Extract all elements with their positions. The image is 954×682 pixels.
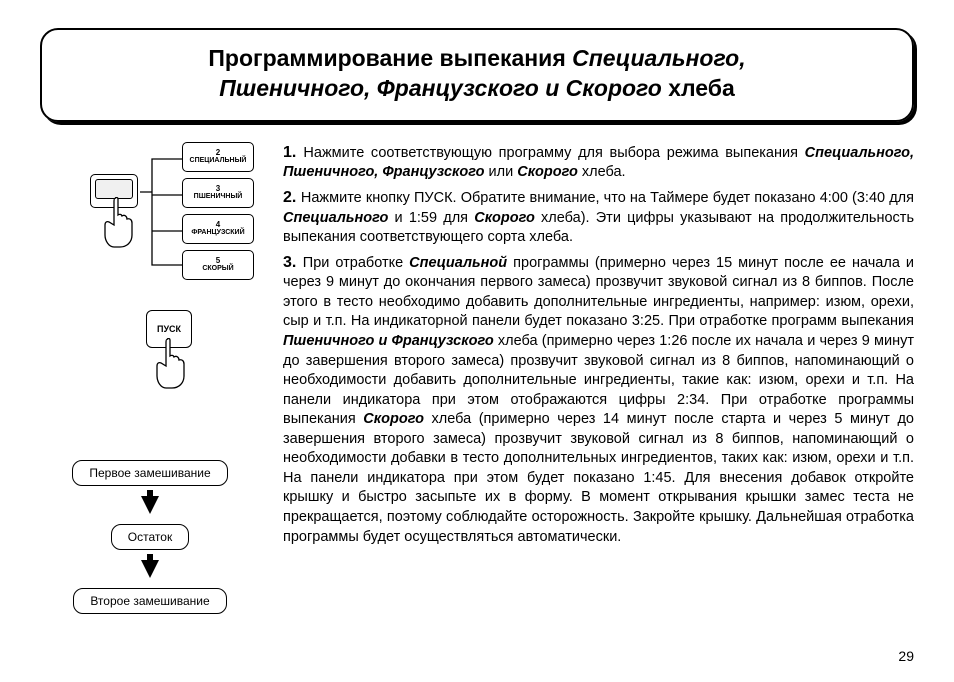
- arrow-down-icon: [141, 560, 159, 578]
- left-diagram-column: 2 СПЕЦИАЛЬНЫЙ 3 ПШЕНИЧНЫЙ 4 ФРАНЦУЗСКИЙ …: [40, 142, 255, 614]
- arrow-down-icon: [141, 496, 159, 514]
- bracket-lines: [140, 157, 182, 267]
- step-emphasis: Скорого: [474, 210, 535, 226]
- step-2: 2. Нажмите кнопку ПУСК. Обратите внимани…: [283, 187, 914, 248]
- pusk-label: ПУСК: [157, 324, 181, 334]
- step-emphasis: Специальной: [409, 255, 507, 271]
- step-text: хлеба (примерно через 14 минут после ста…: [283, 411, 914, 544]
- hand-pointer-icon: [100, 197, 140, 252]
- program-label: ПШЕНИЧНЫЙ: [194, 193, 243, 201]
- title-text-2: хлеба: [662, 75, 735, 101]
- step-3: 3. При отработке Специальной программы (…: [283, 252, 914, 547]
- step-emphasis: Скорого: [517, 164, 578, 180]
- content-row: 2 СПЕЦИАЛЬНЫЙ 3 ПШЕНИЧНЫЙ 4 ФРАНЦУЗСКИЙ …: [40, 142, 914, 614]
- title-text: Программирование выпекания: [208, 45, 572, 71]
- step-emphasis: Скорого: [363, 411, 424, 427]
- title-italic-2: Пшеничного, Французского и Скорого: [219, 75, 662, 101]
- flow-diagram: Первое замешивание Остаток Второе замеши…: [50, 460, 250, 614]
- program-button-3: 3 ПШЕНИЧНЫЙ: [182, 178, 254, 208]
- page-title: Программирование выпекания Специального,…: [72, 44, 882, 104]
- hand-pointer-icon: [152, 338, 192, 393]
- step-emphasis: Специального: [283, 210, 388, 226]
- program-button-2: 2 СПЕЦИАЛЬНЫЙ: [182, 142, 254, 172]
- title-italic-1: Специального,: [572, 45, 745, 71]
- title-box: Программирование выпекания Специального,…: [40, 28, 914, 122]
- program-label: СПЕЦИАЛЬНЫЙ: [190, 157, 247, 165]
- program-num: 2: [216, 149, 220, 158]
- pusk-diagram: ПУСК: [130, 310, 255, 400]
- step-number: 1.: [283, 144, 303, 161]
- instructions-column: 1. Нажмите соответствующую программу для…: [283, 142, 914, 614]
- program-label: СКОРЫЙ: [202, 265, 233, 273]
- step-1: 1. Нажмите соответствующую программу для…: [283, 142, 914, 183]
- step-number: 3.: [283, 254, 303, 271]
- flow-box-1: Первое замешивание: [72, 460, 227, 486]
- program-label: ФРАНЦУЗСКИЙ: [191, 229, 244, 237]
- flow-box-2: Остаток: [111, 524, 189, 550]
- program-button-5: 5 СКОРЫЙ: [182, 250, 254, 280]
- step-text: хлеба.: [578, 164, 626, 180]
- page-number: 29: [898, 648, 914, 664]
- step-emphasis: Пшеничного и Французского: [283, 333, 494, 349]
- step-text: Нажмите кнопку ПУСК. Обратите внимание, …: [301, 190, 914, 206]
- program-button-4: 4 ФРАНЦУЗСКИЙ: [182, 214, 254, 244]
- step-text: При отработке: [303, 255, 409, 271]
- step-text: Нажмите соответствующую программу для вы…: [303, 145, 804, 161]
- step-text: и 1:59 для: [388, 210, 474, 226]
- program-num: 4: [216, 221, 220, 230]
- program-num: 5: [216, 257, 220, 266]
- step-number: 2.: [283, 189, 301, 206]
- step-text: или: [485, 164, 518, 180]
- program-num: 3: [216, 185, 220, 194]
- flow-box-3: Второе замешивание: [73, 588, 226, 614]
